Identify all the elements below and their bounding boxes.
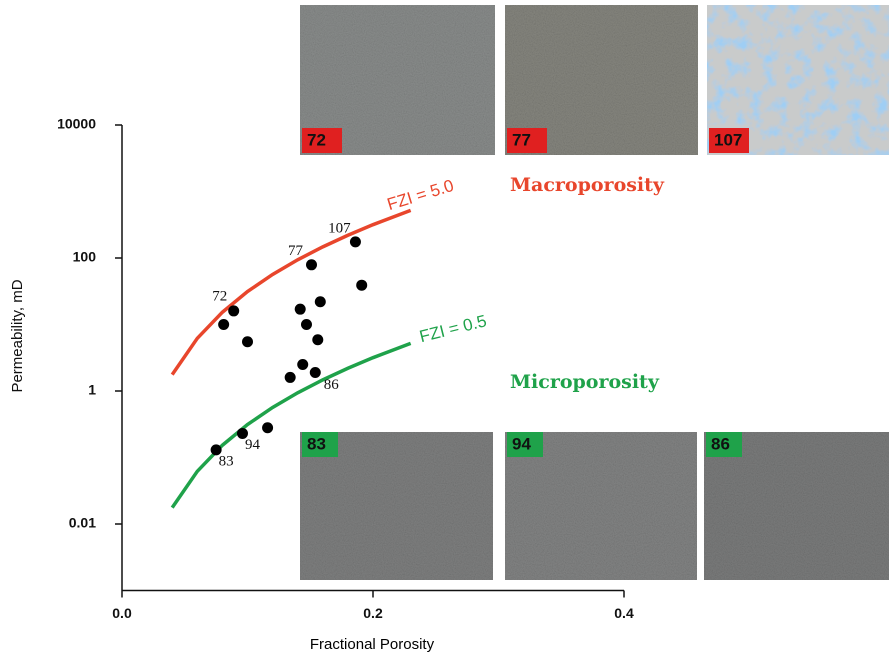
curve-label: FZI = 5.0 xyxy=(385,176,456,214)
y-axis-label: Permeability, mD xyxy=(9,279,26,392)
data-point xyxy=(262,422,273,433)
data-point xyxy=(228,305,239,316)
y-tick-label: 1 xyxy=(88,382,96,398)
annotation: Macroporosity xyxy=(510,174,665,196)
curve-label: FZI = 0.5 xyxy=(417,311,488,346)
section-tag: 77 xyxy=(512,130,531,149)
y-tick-label: 0.01 xyxy=(69,515,96,531)
y-tick-label: 10000 xyxy=(57,116,96,132)
point-label: 86 xyxy=(324,377,340,393)
data-point xyxy=(310,367,321,378)
data-point xyxy=(356,280,367,291)
point-label: 83 xyxy=(219,453,234,469)
x-tick-label: 0.2 xyxy=(363,605,383,621)
x-tick-label: 0.0 xyxy=(112,605,132,621)
data-point xyxy=(312,334,323,345)
point-label: 72 xyxy=(212,288,227,304)
section-tag: 83 xyxy=(307,434,326,453)
point-label: 107 xyxy=(328,220,351,236)
section-tag: 107 xyxy=(714,130,742,149)
data-point xyxy=(242,336,253,347)
data-point xyxy=(218,319,229,330)
x-axis-label: Fractional Porosity xyxy=(310,636,435,653)
data-point xyxy=(350,236,361,247)
point-label: 94 xyxy=(245,437,261,453)
section-tag: 86 xyxy=(711,434,730,453)
x-tick-label: 0.4 xyxy=(614,605,634,621)
data-point xyxy=(285,372,296,383)
y-tick-label: 100 xyxy=(73,249,97,265)
section-tag: 72 xyxy=(307,130,326,149)
data-point xyxy=(306,259,317,270)
point-label: 77 xyxy=(288,243,304,259)
annotation: Microporosity xyxy=(510,371,660,393)
data-point xyxy=(301,319,312,330)
chart: Permeability, mD Fractional Porosity 0.0… xyxy=(0,0,889,658)
data-point xyxy=(295,304,306,315)
data-point xyxy=(297,359,308,370)
data-point xyxy=(315,296,326,307)
curve xyxy=(172,210,410,374)
section-tag: 94 xyxy=(512,434,531,453)
thin-section-images xyxy=(300,5,889,580)
